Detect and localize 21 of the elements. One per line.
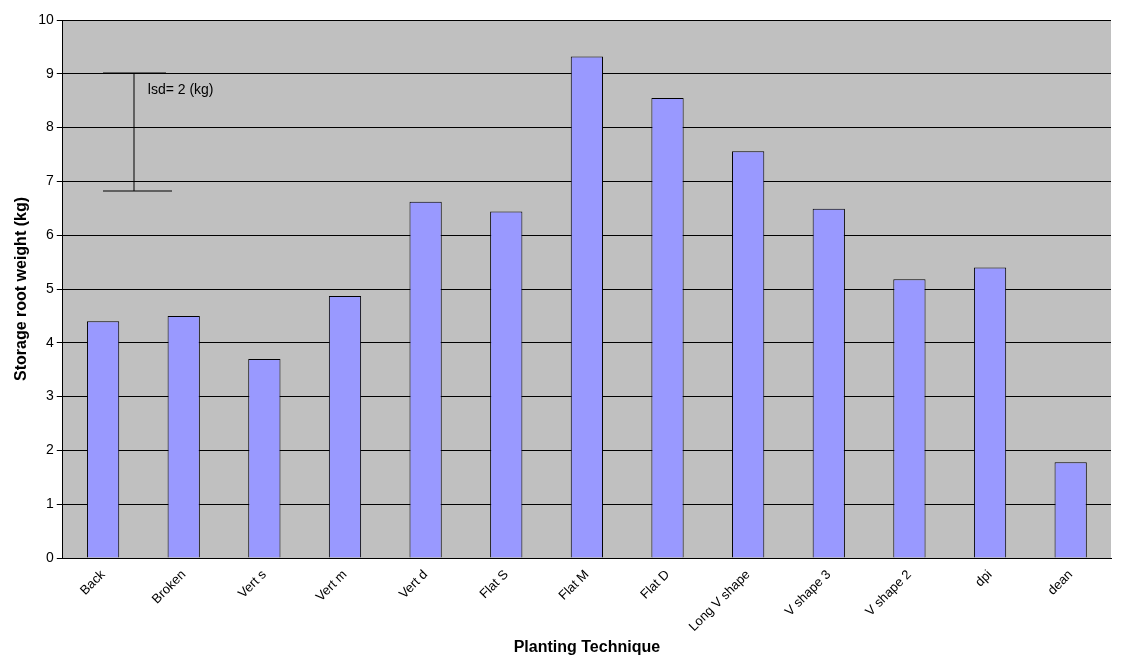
y-tick-label: 3 — [45, 387, 54, 404]
x-tick-label: Flat D — [637, 566, 673, 602]
y-tick-label: 7 — [45, 172, 54, 189]
y-tick-label: 6 — [45, 226, 54, 243]
y-tick-label: 0 — [45, 548, 54, 565]
x-tick-label: Vert m — [312, 566, 350, 604]
y-tick-label: 8 — [45, 118, 54, 135]
y-tick-label: 5 — [45, 279, 54, 296]
x-axis-title: Planting Technique — [513, 637, 661, 655]
y-tick-label: 9 — [45, 64, 54, 81]
x-tick-label: Vert d — [395, 566, 431, 602]
x-tick-label: Vert s — [234, 566, 270, 601]
y-tick-label: 10 — [38, 10, 54, 27]
y-tick-label: 1 — [45, 495, 54, 512]
x-tick-label: Flat M — [555, 566, 592, 603]
x-tick-label: dpi — [971, 566, 995, 590]
x-tick-label: Flat S — [476, 566, 512, 602]
annotation: lsd= 2 (kg) — [147, 80, 214, 97]
y-axis-title: Storage root weight (kg) — [12, 197, 30, 382]
y-tick-label: 2 — [45, 441, 54, 458]
y-tick-label: 4 — [45, 333, 54, 350]
